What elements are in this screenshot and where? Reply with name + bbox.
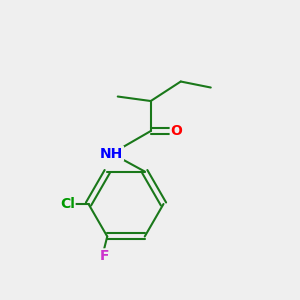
Text: O: O xyxy=(170,124,182,138)
Text: NH: NH xyxy=(100,146,123,161)
Text: Cl: Cl xyxy=(60,197,75,211)
Text: F: F xyxy=(100,249,109,263)
